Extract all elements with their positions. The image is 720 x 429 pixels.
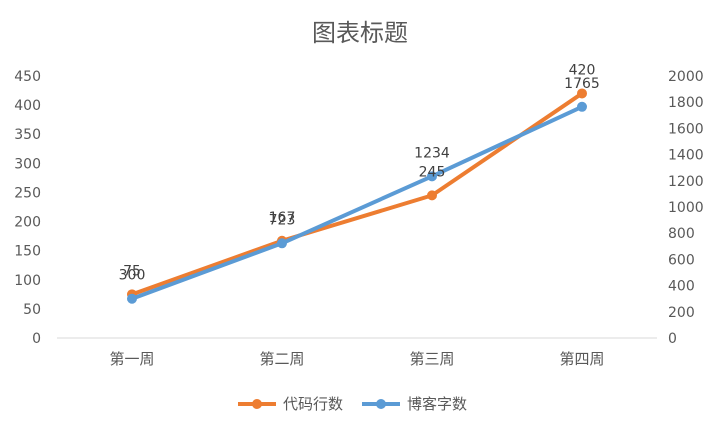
left-tick-label: 100 — [14, 273, 41, 289]
left-tick-label: 400 — [14, 98, 41, 114]
data-label: 420 — [569, 62, 596, 78]
left-tick-label: 300 — [14, 156, 41, 172]
category-label: 第二周 — [259, 350, 304, 368]
right-tick-label: 1000 — [668, 200, 704, 216]
legend-label[interactable]: 博客字数 — [407, 395, 467, 413]
series-layer — [127, 88, 587, 304]
right-tick-label: 400 — [668, 279, 695, 295]
legend[interactable]: 代码行数 博客字数 — [238, 395, 467, 413]
legend-marker — [376, 399, 386, 409]
data-point[interactable] — [427, 190, 437, 201]
category-label: 第一周 — [109, 350, 154, 368]
series-line — [130, 91, 584, 297]
data-label: 245 — [419, 164, 446, 180]
right-tick-label: 600 — [668, 252, 695, 268]
right-tick-label: 1400 — [668, 148, 704, 164]
data-point[interactable] — [127, 293, 137, 304]
left-tick-label: 0 — [32, 331, 41, 347]
data-label: 167 — [269, 210, 296, 226]
left-tick-label: 50 — [23, 302, 41, 318]
left-tick-label: 350 — [14, 127, 41, 143]
right-axis-ticks: 0 200 400 600 800 1000 1200 1400 1600 1800 2000 — [668, 69, 704, 347]
series-line — [130, 104, 584, 301]
right-tick-label: 200 — [668, 305, 695, 321]
data-point[interactable] — [427, 171, 437, 182]
legend-marker — [252, 399, 262, 409]
data-label: 300 — [119, 268, 146, 284]
chart-title: 图表标题 — [312, 19, 408, 47]
right-tick-label: 1600 — [668, 121, 704, 137]
data-point[interactable] — [577, 101, 587, 112]
data-point[interactable] — [577, 88, 587, 99]
data-label: 1765 — [564, 76, 600, 92]
data-label: 75 — [123, 263, 141, 279]
left-axis-ticks: 0 50 100 150 200 250 300 350 400 450 — [14, 69, 41, 347]
category-label: 第三周 — [409, 350, 454, 368]
right-tick-label: 1800 — [668, 95, 704, 111]
right-tick-label: 0 — [668, 331, 677, 347]
left-tick-label: 450 — [14, 69, 41, 85]
left-tick-label: 200 — [14, 215, 41, 231]
category-labels: 第一周 第二周 第三周 第四周 — [109, 350, 604, 368]
right-tick-label: 800 — [668, 226, 695, 242]
data-label: 723 — [269, 212, 296, 228]
right-tick-label: 1200 — [668, 174, 704, 190]
category-label: 第四周 — [559, 350, 604, 368]
left-tick-label: 150 — [14, 244, 41, 260]
right-tick-label: 2000 — [668, 69, 704, 85]
data-point[interactable] — [277, 238, 287, 249]
data-labels: 75 167 245 420 300 723 1234 1765 — [119, 62, 600, 283]
legend-label[interactable]: 代码行数 — [283, 395, 343, 413]
data-label: 1234 — [414, 145, 450, 161]
left-tick-label: 250 — [14, 185, 41, 201]
